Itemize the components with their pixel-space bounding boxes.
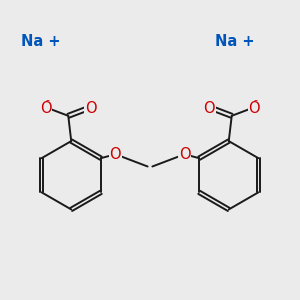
Text: -: - <box>254 95 258 105</box>
Text: O: O <box>109 147 121 162</box>
Text: -: - <box>45 95 49 105</box>
Text: Na +: Na + <box>21 34 60 49</box>
Text: O: O <box>179 147 191 162</box>
Text: O: O <box>85 100 97 116</box>
Text: O: O <box>40 100 52 116</box>
Text: O: O <box>203 100 215 116</box>
Text: O: O <box>248 100 260 116</box>
Text: Na +: Na + <box>215 34 255 49</box>
